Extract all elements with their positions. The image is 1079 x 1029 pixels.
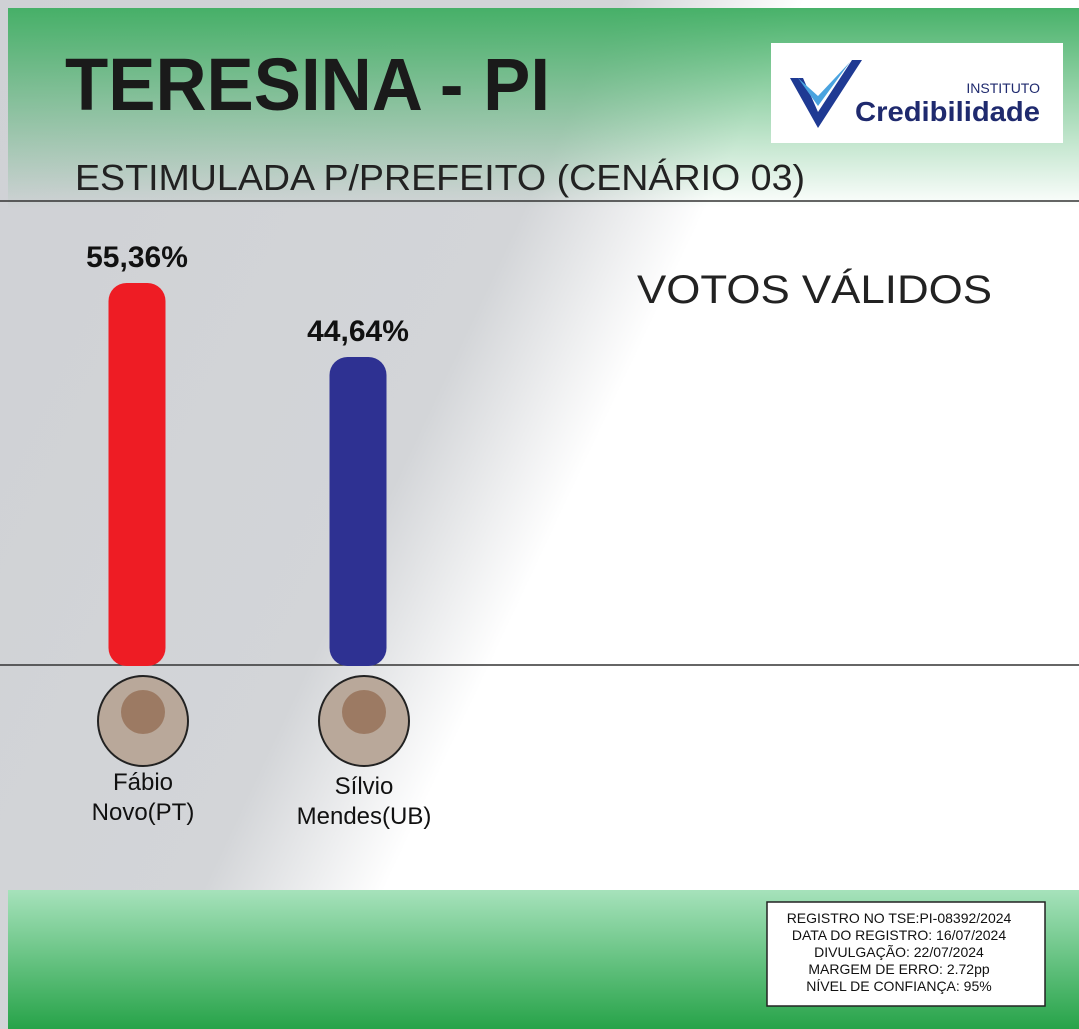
value-label: 55,36% bbox=[86, 241, 188, 274]
footer-line: REGISTRO NO TSE:PI-08392/2024 bbox=[787, 910, 1012, 926]
logo-box bbox=[771, 43, 1063, 143]
chart-title: TERESINA - PI bbox=[65, 43, 550, 126]
logo-check bbox=[790, 60, 862, 128]
logo-check-light bbox=[798, 62, 850, 106]
photo-face bbox=[342, 690, 386, 734]
bars: 55,36% 44,64% bbox=[86, 241, 410, 767]
bar bbox=[329, 356, 387, 666]
category-label: Fábio Novo(PT) bbox=[91, 769, 195, 826]
logo: INSTITUTO Credibilidade bbox=[771, 43, 1063, 143]
footer-line: MARGEM DE ERRO: 2.72pp bbox=[808, 961, 989, 977]
category-label: Sílvio Mendes(UB) bbox=[296, 773, 432, 830]
logo-name: Credibilidade bbox=[855, 96, 1040, 127]
footer-line: DIVULGAÇÃO: 22/07/2024 bbox=[814, 944, 984, 960]
footer-line: NÍVEL DE CONFIANÇA: 95% bbox=[806, 978, 991, 994]
photo-face bbox=[121, 690, 165, 734]
footer-line: DATA DO REGISTRO: 16/07/2024 bbox=[792, 927, 1006, 943]
bar bbox=[108, 283, 166, 666]
footer-box bbox=[766, 901, 1046, 1007]
value-label: 44,64% bbox=[307, 315, 409, 348]
annotation: VOTOS VÁLIDOS bbox=[637, 267, 992, 312]
logo-small: INSTITUTO bbox=[966, 80, 1040, 96]
chart-subtitle: ESTIMULADA P/PREFEITO (CENÁRIO 03) bbox=[75, 157, 805, 198]
